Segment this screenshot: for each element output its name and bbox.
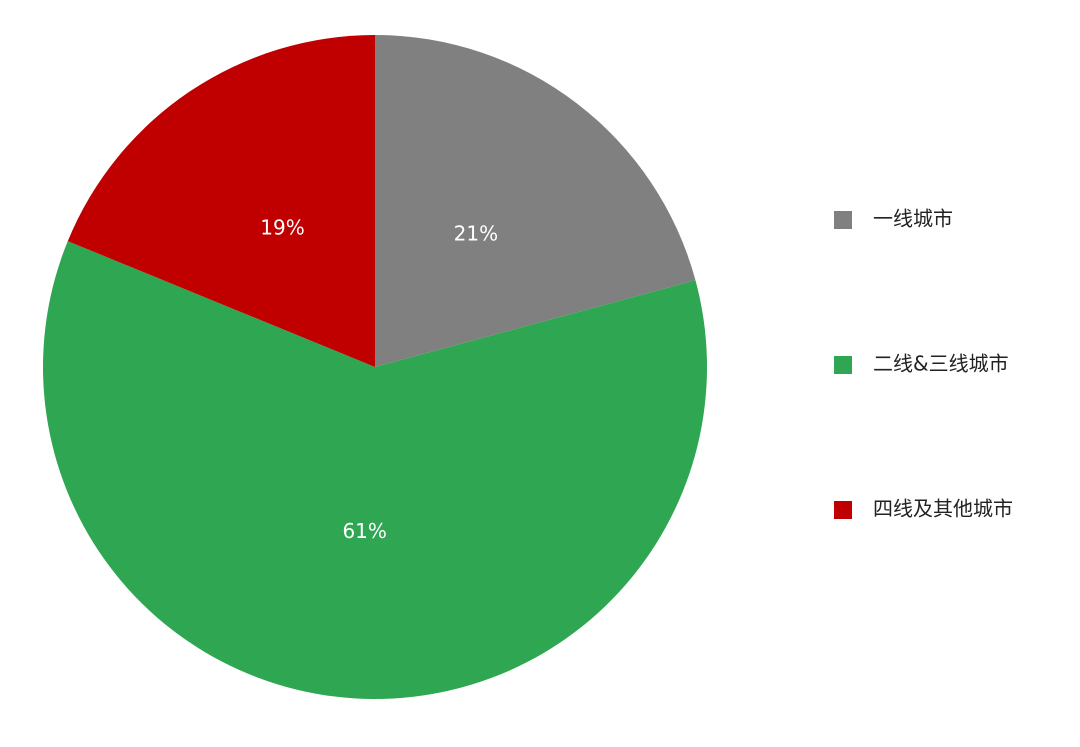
value-label: 19% bbox=[260, 216, 304, 240]
legend-label: 二线&三线城市 bbox=[873, 352, 1009, 376]
value-label: 61% bbox=[342, 519, 386, 543]
legend-label: 一线城市 bbox=[873, 207, 953, 231]
legend-swatch bbox=[834, 356, 852, 374]
legend-swatch bbox=[834, 501, 852, 519]
legend-swatch bbox=[834, 211, 852, 229]
pie-slice bbox=[375, 35, 696, 367]
value-label: 21% bbox=[454, 222, 498, 246]
legend-label: 四线及其他城市 bbox=[873, 497, 1013, 521]
pie-slice bbox=[67, 34, 375, 367]
pie-slice bbox=[43, 241, 708, 699]
